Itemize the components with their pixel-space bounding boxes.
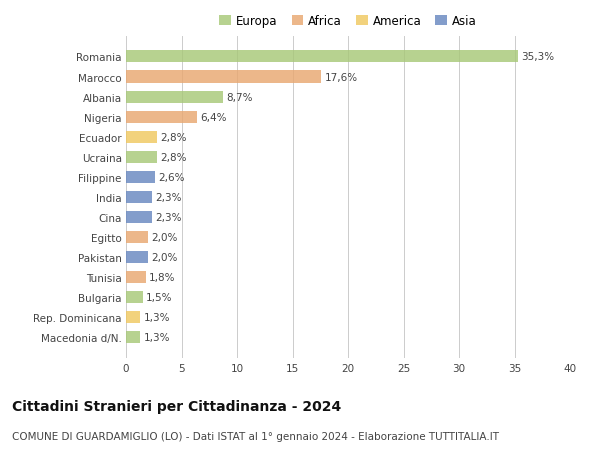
- Text: 1,5%: 1,5%: [146, 292, 172, 302]
- Text: 8,7%: 8,7%: [226, 92, 253, 102]
- Text: 2,8%: 2,8%: [160, 152, 187, 162]
- Text: 2,0%: 2,0%: [152, 252, 178, 263]
- Text: 2,0%: 2,0%: [152, 232, 178, 242]
- Bar: [126, 191, 152, 203]
- Bar: [126, 91, 223, 103]
- Bar: [126, 252, 148, 263]
- Bar: [126, 231, 148, 243]
- Bar: [126, 71, 322, 84]
- Text: 1,8%: 1,8%: [149, 272, 176, 282]
- Text: COMUNE DI GUARDAMIGLIO (LO) - Dati ISTAT al 1° gennaio 2024 - Elaborazione TUTTI: COMUNE DI GUARDAMIGLIO (LO) - Dati ISTAT…: [12, 431, 499, 442]
- Bar: [126, 171, 155, 183]
- Bar: [126, 131, 157, 143]
- Bar: [126, 51, 518, 63]
- Bar: [126, 291, 143, 303]
- Bar: [126, 271, 146, 283]
- Bar: [126, 212, 152, 224]
- Text: 2,8%: 2,8%: [160, 132, 187, 142]
- Text: 2,6%: 2,6%: [158, 173, 185, 182]
- Text: 2,3%: 2,3%: [155, 192, 181, 202]
- Text: Cittadini Stranieri per Cittadinanza - 2024: Cittadini Stranieri per Cittadinanza - 2…: [12, 399, 341, 413]
- Text: 17,6%: 17,6%: [325, 73, 358, 82]
- Text: 1,3%: 1,3%: [144, 313, 170, 322]
- Legend: Europa, Africa, America, Asia: Europa, Africa, America, Asia: [220, 15, 476, 28]
- Text: 6,4%: 6,4%: [200, 112, 227, 123]
- Bar: [126, 311, 140, 324]
- Text: 1,3%: 1,3%: [144, 332, 170, 342]
- Text: 35,3%: 35,3%: [521, 52, 554, 62]
- Bar: [126, 151, 157, 163]
- Bar: [126, 112, 197, 123]
- Bar: [126, 331, 140, 343]
- Text: 2,3%: 2,3%: [155, 213, 181, 222]
